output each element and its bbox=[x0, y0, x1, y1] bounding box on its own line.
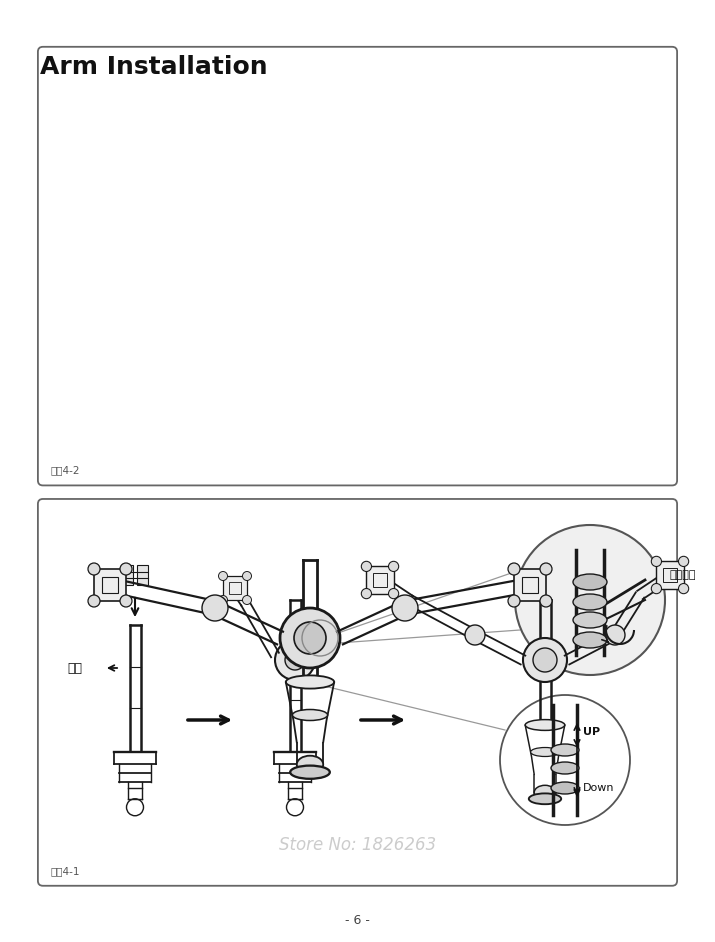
Circle shape bbox=[120, 563, 132, 575]
Circle shape bbox=[120, 595, 132, 607]
Circle shape bbox=[515, 525, 665, 675]
Ellipse shape bbox=[526, 720, 565, 730]
Circle shape bbox=[242, 572, 252, 580]
FancyBboxPatch shape bbox=[38, 47, 677, 485]
Circle shape bbox=[508, 563, 520, 575]
Bar bbox=[366, 566, 393, 593]
Circle shape bbox=[219, 572, 227, 580]
Circle shape bbox=[605, 625, 625, 645]
Ellipse shape bbox=[551, 744, 579, 756]
Text: 图：4-2: 图：4-2 bbox=[51, 465, 80, 476]
Circle shape bbox=[242, 595, 252, 605]
Ellipse shape bbox=[529, 793, 561, 804]
Text: - 6 -: - 6 - bbox=[345, 914, 370, 927]
Ellipse shape bbox=[534, 786, 556, 800]
Circle shape bbox=[88, 563, 100, 575]
Ellipse shape bbox=[551, 782, 579, 794]
Ellipse shape bbox=[573, 632, 607, 648]
Circle shape bbox=[294, 622, 326, 654]
Circle shape bbox=[523, 638, 567, 682]
Circle shape bbox=[533, 648, 557, 672]
Circle shape bbox=[388, 561, 399, 572]
Circle shape bbox=[388, 589, 399, 599]
Bar bbox=[122, 565, 134, 585]
Text: Down: Down bbox=[583, 783, 614, 793]
Ellipse shape bbox=[290, 766, 330, 779]
Text: Arm Installation: Arm Installation bbox=[40, 55, 267, 79]
Ellipse shape bbox=[551, 762, 579, 774]
Circle shape bbox=[651, 583, 661, 593]
Bar bbox=[137, 565, 148, 585]
Circle shape bbox=[361, 589, 372, 599]
Circle shape bbox=[280, 608, 340, 668]
Bar bbox=[522, 577, 538, 593]
Bar bbox=[664, 568, 677, 582]
Circle shape bbox=[285, 650, 305, 670]
Text: Store No: 1826263: Store No: 1826263 bbox=[279, 836, 436, 854]
Bar bbox=[373, 573, 387, 587]
Circle shape bbox=[361, 561, 372, 572]
Circle shape bbox=[219, 595, 227, 605]
FancyBboxPatch shape bbox=[38, 499, 677, 885]
Circle shape bbox=[679, 557, 689, 566]
Bar bbox=[656, 561, 684, 589]
Circle shape bbox=[202, 595, 228, 621]
Ellipse shape bbox=[573, 594, 607, 610]
Bar bbox=[94, 569, 126, 601]
Circle shape bbox=[275, 640, 315, 680]
Bar bbox=[102, 577, 118, 593]
Bar bbox=[229, 582, 241, 594]
Circle shape bbox=[508, 595, 520, 607]
Text: 图：4-1: 图：4-1 bbox=[51, 866, 80, 876]
Circle shape bbox=[88, 595, 100, 607]
Ellipse shape bbox=[573, 612, 607, 628]
Ellipse shape bbox=[531, 748, 559, 756]
Text: 详细描述: 详细描述 bbox=[670, 570, 696, 580]
Bar bbox=[223, 576, 247, 600]
Ellipse shape bbox=[297, 755, 323, 773]
Circle shape bbox=[651, 557, 661, 566]
Ellipse shape bbox=[573, 574, 607, 590]
Text: 立柱: 立柱 bbox=[67, 661, 82, 674]
Circle shape bbox=[679, 583, 689, 593]
Bar bbox=[514, 569, 546, 601]
Circle shape bbox=[540, 563, 552, 575]
Circle shape bbox=[465, 625, 485, 645]
Ellipse shape bbox=[286, 675, 334, 689]
Ellipse shape bbox=[292, 709, 327, 721]
Circle shape bbox=[392, 595, 418, 621]
Text: UP: UP bbox=[583, 727, 600, 737]
Circle shape bbox=[500, 695, 630, 825]
Circle shape bbox=[540, 595, 552, 607]
